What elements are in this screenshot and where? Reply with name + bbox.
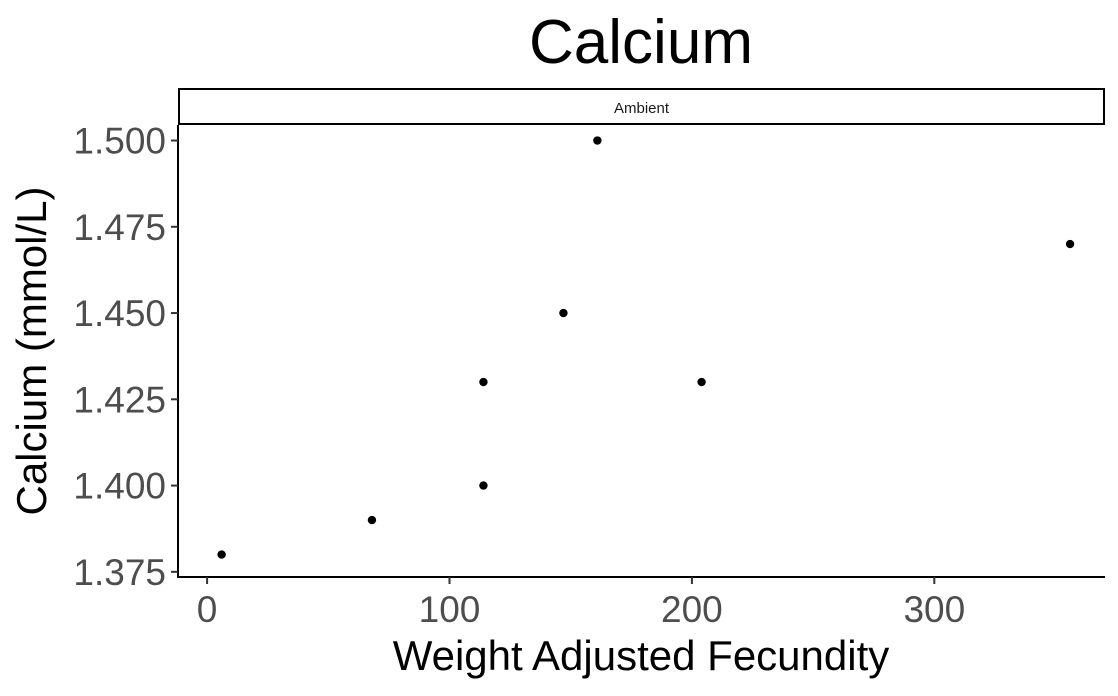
facet-strip (178, 88, 1105, 125)
x-tick-label: 0 (197, 589, 218, 630)
data-point (479, 481, 488, 490)
x-axis-label: Weight Adjusted Fecundity (393, 632, 890, 679)
data-points (217, 136, 1075, 559)
data-point (1065, 239, 1075, 249)
facet-label: Ambient (614, 100, 670, 117)
y-tick-label: 1.375 (73, 552, 166, 593)
data-point (479, 377, 488, 387)
y-tick-label: 1.400 (73, 466, 166, 507)
data-point (367, 515, 377, 525)
data-point (593, 136, 602, 145)
x-axis-ticks: 0 100 200 300 (197, 577, 965, 630)
chart-title: Calcium (529, 8, 753, 77)
data-point (697, 377, 706, 387)
y-tick-label: 1.500 (73, 121, 166, 162)
y-axis-ticks: 1.375 1.400 1.425 1.450 1.475 1.500 (73, 121, 178, 593)
y-axis-label: Calcium (mmol/L) (8, 186, 55, 515)
data-point (559, 308, 568, 318)
x-tick-label: 300 (903, 589, 965, 630)
x-tick-label: 200 (661, 589, 723, 630)
data-point (217, 550, 226, 559)
x-tick-label: 100 (419, 589, 481, 630)
y-tick-label: 1.450 (73, 293, 166, 334)
y-tick-label: 1.425 (73, 379, 166, 420)
y-tick-label: 1.475 (73, 207, 166, 248)
